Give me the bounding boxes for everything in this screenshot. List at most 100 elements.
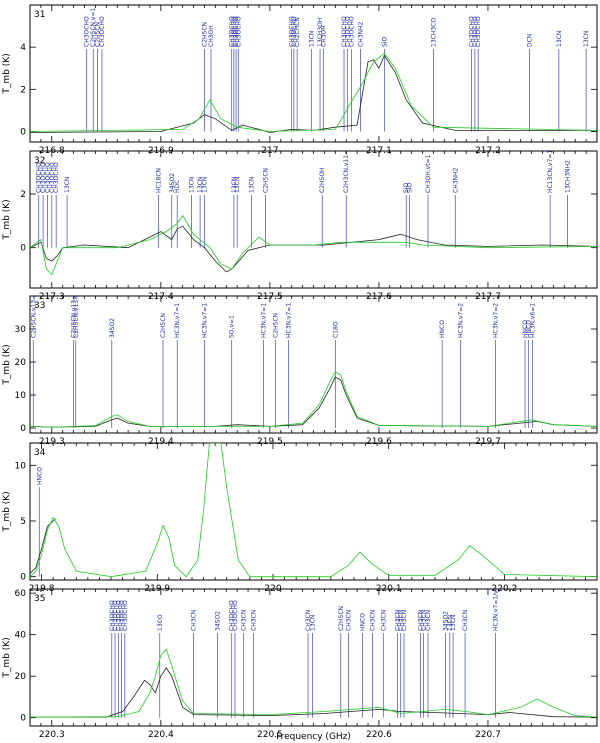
panel-number: 32 bbox=[34, 156, 45, 166]
transition-label: 13CN bbox=[231, 177, 238, 193]
transition-label: CH3CN bbox=[241, 610, 248, 631]
x-tick-label: 219.6 bbox=[366, 437, 392, 447]
transition-label: CH3OCHO bbox=[99, 16, 106, 47]
transition-label: HC3N,v7=1 bbox=[285, 303, 292, 338]
transition-label: C2H5CN,v13=1 bbox=[73, 291, 80, 338]
transition-label: CH3OH,vt=1 bbox=[425, 154, 432, 193]
transition-label: CH3OCHO bbox=[233, 16, 240, 47]
transition-label: CH3CN bbox=[369, 610, 376, 631]
transition-label: CH3OCHO bbox=[115, 600, 122, 631]
transition-label: 34SO2 bbox=[215, 611, 222, 631]
x-tick-label: 219.3 bbox=[39, 437, 65, 447]
model-spectrum bbox=[30, 443, 597, 578]
panel-33: 33 219.3 219.4 219.5 219.6 219.7 0 10 20 30T_mb (… bbox=[2, 291, 598, 447]
transition-label: 34SO2 bbox=[169, 173, 176, 193]
transition-label: CH3OCHO bbox=[472, 16, 479, 47]
transition-label: SiO bbox=[381, 37, 388, 47]
transition-label: CH3CN bbox=[345, 610, 352, 631]
transition-label: HC3N,v7=1 bbox=[174, 303, 181, 338]
transition-label: CH3OCHO bbox=[122, 600, 129, 631]
transition-label: CH3CN bbox=[421, 610, 428, 631]
y-axis-label: T_mb (K) bbox=[2, 344, 12, 385]
x-tick-label: 220.4 bbox=[148, 730, 174, 740]
y-tick-label: 10 bbox=[15, 391, 27, 401]
y-tick-label: 0 bbox=[20, 127, 26, 137]
transition-label: CH3NH2 bbox=[452, 167, 459, 193]
transition-label: CH3OCHO bbox=[84, 16, 91, 47]
y-tick-label: 40 bbox=[15, 631, 27, 641]
transition-label: 13CN bbox=[308, 31, 315, 47]
y-tick-label: 60 bbox=[15, 589, 27, 599]
transition-label: DCN bbox=[526, 34, 533, 47]
transition-label: CH3OCHO bbox=[231, 16, 238, 47]
transition-label: CH3OCHO bbox=[112, 600, 119, 631]
panel-35: 35 220.3 220.4 220.5 220.6 220.7 0 20 40 60 T_mb (… bbox=[2, 577, 598, 740]
transition-label: HC3N,v7=1 bbox=[260, 303, 267, 338]
plot-frame bbox=[29, 295, 598, 434]
plot-frame bbox=[29, 150, 598, 289]
transition-label: CH3CN bbox=[398, 610, 405, 631]
y-tick-label: 30 bbox=[15, 325, 27, 335]
y-tick-label: 0 bbox=[20, 573, 26, 583]
x-tick-label: 219.7 bbox=[475, 437, 501, 447]
transition-label: CH3OCHO bbox=[229, 600, 236, 631]
transition-label: CH3OCHO bbox=[289, 16, 296, 47]
x-axis-label: Frequency (GHz) bbox=[276, 732, 351, 742]
transition-label: CH3OCHO bbox=[349, 16, 356, 47]
transition-label: HC3N,v6=1 bbox=[530, 303, 537, 338]
observed-spectrum bbox=[30, 376, 597, 428]
x-tick-label: 220.3 bbox=[39, 730, 65, 740]
transition-label: CH3CN bbox=[380, 610, 387, 631]
transition-label: C2H5CN bbox=[95, 22, 102, 47]
transition-label: SO,v=1 bbox=[229, 315, 236, 338]
transition-label: CH3OH bbox=[320, 25, 327, 47]
y-tick-label: 20 bbox=[15, 672, 27, 682]
transition-label: 13CN bbox=[583, 31, 590, 47]
transition-label: HNCO bbox=[522, 320, 529, 338]
transition-label: 13CH3NH2 bbox=[565, 160, 572, 193]
transition-label: C2H5CN,v=1 bbox=[90, 8, 97, 47]
transition-label: C2H5CN bbox=[338, 606, 345, 631]
model-spectrum bbox=[30, 371, 597, 428]
transition-label: 13CN bbox=[234, 177, 241, 193]
model-spectrum bbox=[30, 52, 597, 132]
transition-label: 13CN bbox=[64, 177, 71, 193]
transition-label: CH3CN bbox=[191, 610, 198, 631]
y-tick-label: 5 bbox=[20, 517, 26, 527]
transition-label: CH3OCHO bbox=[109, 600, 116, 631]
transition-label: HC3N,v7=1/v6=3 bbox=[493, 577, 500, 631]
panel-number: 31 bbox=[34, 10, 45, 20]
transition-label: CH3OCHO bbox=[341, 16, 348, 47]
y-tick-label: 2 bbox=[20, 190, 26, 200]
transition-label: HNCO bbox=[36, 467, 43, 485]
transition-label: HC3N,v7=2 bbox=[493, 303, 500, 338]
transition-label: 13CN bbox=[556, 31, 563, 47]
transition-label: HC3N,v7=2 bbox=[458, 303, 465, 338]
transition-label: C18O bbox=[332, 321, 339, 338]
transition-label: 13CN bbox=[450, 615, 457, 631]
transition-label: CH3OCHO bbox=[49, 162, 56, 193]
transition-label: C2H5CN,v13=1 bbox=[71, 291, 78, 338]
transition-label: CH3CN bbox=[394, 610, 401, 631]
transition-label: CH3OCHO bbox=[40, 162, 47, 193]
transition-label: CH3OCHO bbox=[36, 162, 43, 193]
y-tick-label: 20 bbox=[15, 358, 27, 368]
panel-number: 33 bbox=[34, 301, 45, 311]
transition-label: C2H5CN bbox=[201, 22, 208, 47]
x-tick-label: 220.6 bbox=[366, 730, 392, 740]
transition-label: C2H5CN bbox=[263, 168, 270, 193]
transition-label: CH3CN bbox=[417, 610, 424, 631]
observed-spectrum bbox=[30, 518, 56, 574]
model-spectrum bbox=[30, 648, 597, 718]
y-tick-label: 10 bbox=[15, 461, 27, 471]
transition-label: CH3CN bbox=[251, 610, 258, 631]
transition-label: 13CH3OH bbox=[317, 18, 324, 47]
x-tick-label: 220.7 bbox=[475, 730, 501, 740]
plot-frame bbox=[29, 442, 598, 581]
transition-label: 34SO2 bbox=[109, 318, 116, 338]
